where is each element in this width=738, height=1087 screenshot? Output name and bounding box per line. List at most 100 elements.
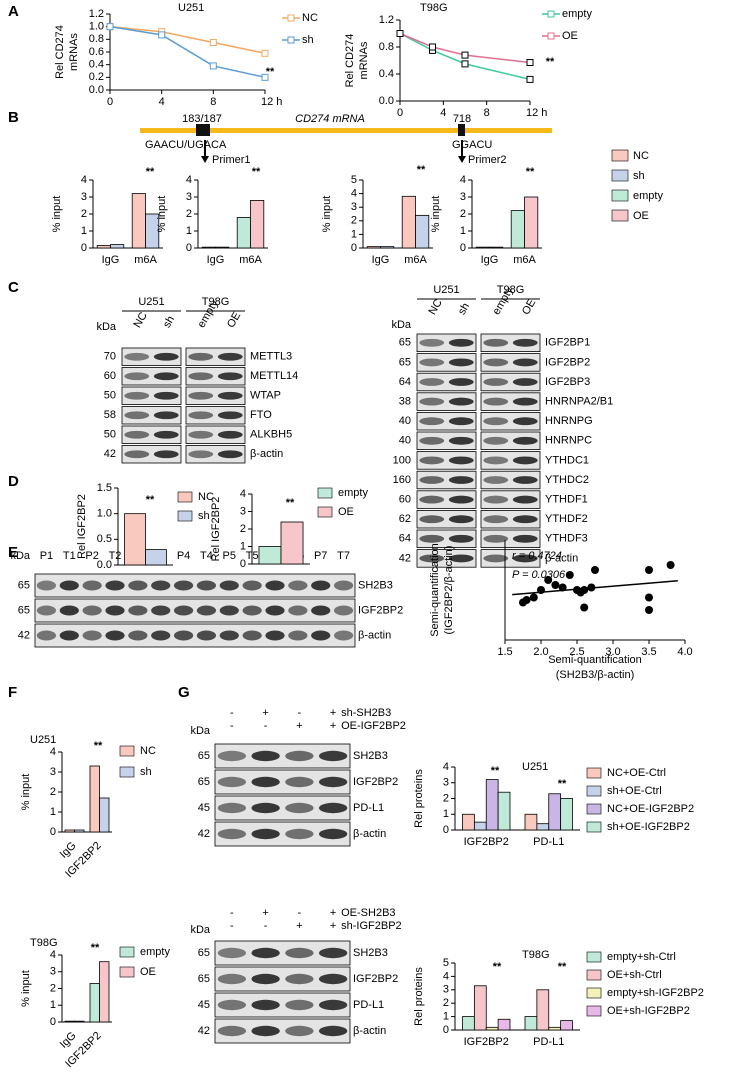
band — [483, 456, 509, 465]
protein: β-actin — [545, 552, 578, 564]
panel-label: C — [8, 279, 19, 296]
y-tick-label: 0.0 — [379, 95, 394, 107]
band — [196, 605, 217, 616]
bar — [473, 985, 487, 1031]
y-axis-label: % input — [20, 774, 32, 811]
band — [285, 750, 314, 762]
condition-name: sh-SH2B3 — [341, 707, 391, 719]
primer: Primer2 — [468, 154, 507, 166]
band — [419, 358, 445, 367]
legend-label: sh — [633, 170, 645, 182]
band — [288, 630, 308, 641]
x-tick-label: 8 — [210, 96, 216, 108]
protein: HNRNPC — [545, 435, 592, 447]
blot-strip — [416, 509, 477, 529]
group-label: T98G — [202, 296, 230, 308]
y-tick-label: 0 — [351, 242, 357, 254]
y-tick-label: 4 — [460, 174, 466, 186]
y-axis-label: mRNAs — [358, 41, 370, 79]
x-tick-label: 2.5 — [569, 646, 584, 658]
legend-marker — [287, 14, 295, 22]
y-tick-label: 3 — [460, 191, 466, 203]
x-tick-label: IgG — [58, 1030, 79, 1051]
x-tick-label: PD-L1 — [533, 836, 564, 848]
legend-label: OE — [562, 30, 578, 42]
bar — [124, 513, 146, 566]
lane-label: OE — [520, 297, 538, 317]
protein: β-actin — [353, 828, 386, 840]
chart-title: U251 — [30, 734, 56, 746]
y-axis-label: Rel proteins — [413, 769, 425, 828]
point — [558, 583, 567, 592]
condition-sign: + — [330, 720, 336, 732]
protein: METTL3 — [250, 351, 292, 363]
bar — [280, 521, 304, 565]
condition-sign: + — [330, 920, 336, 932]
band — [448, 534, 474, 543]
y-tick-label: 1 — [186, 225, 192, 237]
y-tick-label: 0 — [460, 242, 466, 254]
y-tick-label: 1 — [443, 808, 449, 820]
y-tick-label: 4 — [50, 746, 56, 758]
legend-label: empty — [140, 946, 170, 958]
motif: GGACU — [452, 139, 492, 151]
y-tick-label: 0.0 — [89, 84, 104, 96]
bar — [548, 1026, 562, 1031]
band — [242, 605, 262, 616]
band — [217, 802, 247, 814]
legend-label: empty+sh-Ctrl — [607, 951, 676, 963]
band — [285, 973, 314, 985]
chart-title: T98G — [30, 937, 58, 949]
y-tick-label: 3 — [351, 201, 357, 213]
legend-swatch — [586, 785, 602, 797]
protein: FTO — [250, 409, 272, 421]
band — [419, 417, 445, 426]
condition-name: sh-IGF2BP2 — [341, 920, 402, 932]
x-tick-label: IgG — [481, 254, 499, 266]
band — [188, 372, 214, 381]
panel-label: B — [8, 109, 19, 126]
y-tick-label: 2 — [50, 786, 56, 798]
band — [124, 430, 150, 439]
blot-strip — [480, 372, 541, 392]
y-tick-label: 4 — [240, 488, 246, 500]
chart-title: U251 — [178, 2, 204, 14]
blot-strip — [34, 623, 356, 648]
band — [188, 391, 214, 400]
point — [544, 576, 553, 584]
band — [217, 947, 247, 959]
legend-marker — [547, 32, 555, 40]
blot-strip — [480, 392, 541, 411]
legend-label: OE — [633, 210, 649, 222]
y-tick-label: 1 — [460, 225, 466, 237]
band — [217, 372, 243, 381]
kda: 64 — [399, 376, 411, 388]
blot-strip — [416, 549, 477, 568]
point — [461, 60, 469, 68]
x-tick-label: IgG — [58, 840, 79, 861]
y-axis-label: Rel CD274 — [344, 34, 356, 88]
point — [158, 31, 166, 39]
x-tick-label: 4.0 — [677, 646, 692, 658]
blot-strip — [416, 529, 477, 549]
kda: 100 — [393, 454, 411, 466]
band — [333, 580, 354, 591]
legend-swatch — [119, 745, 135, 757]
condition-sign: - — [230, 720, 234, 732]
band — [173, 580, 194, 591]
band — [217, 450, 243, 459]
y-tick-label: 1.2 — [379, 14, 394, 26]
bar — [64, 1020, 75, 1023]
band — [448, 554, 474, 563]
kda: 65 — [399, 337, 411, 349]
blot-strip — [185, 386, 246, 405]
band — [448, 515, 474, 524]
y-tick-label: 0.0 — [97, 559, 112, 571]
lane-label: NC — [426, 297, 444, 317]
annotation: ** — [91, 942, 100, 954]
protein: YTHDF1 — [545, 494, 588, 506]
lane-label: P2 — [85, 550, 98, 562]
annotation: ** — [252, 166, 261, 178]
kda: 62 — [399, 513, 411, 525]
